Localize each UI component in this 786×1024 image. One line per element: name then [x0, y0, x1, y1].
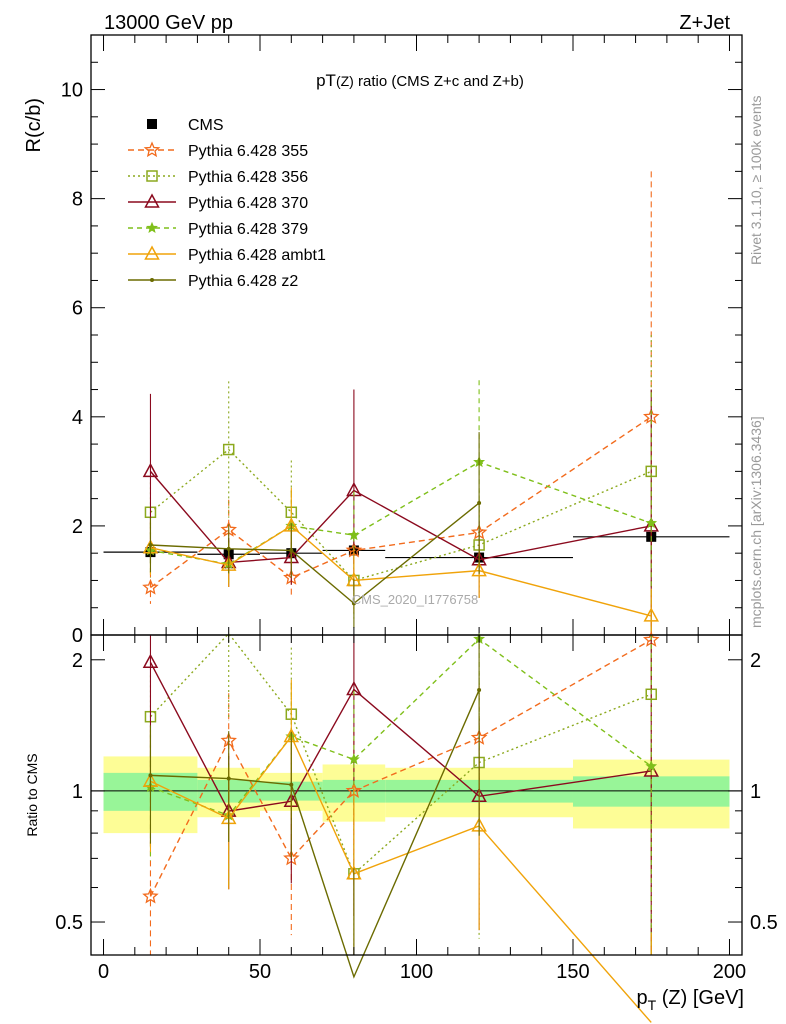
main-panel: 0 2 4 6 8 10 CMS_2020_I1776758 pT(Z) ratio (C… — [23, 34, 743, 647]
legend-marker — [150, 278, 154, 282]
watermark: CMS_2020_I1776758 — [352, 592, 479, 607]
ratio-series-z2 — [148, 635, 482, 979]
data-point — [226, 546, 231, 551]
side-label-bottom: mcplots.cern.ch [arXiv:1306.3436] — [748, 416, 764, 628]
legend-item-p355: Pythia 6.428 355 — [128, 141, 308, 160]
legend-label: Pythia 6.428 356 — [188, 169, 308, 186]
legend-marker — [144, 245, 160, 260]
legend-label: Pythia 6.428 355 — [188, 143, 308, 160]
legend-label: Pythia 6.428 379 — [188, 221, 308, 238]
ratio-series-line — [149, 639, 652, 897]
ratio-data-point — [645, 760, 658, 772]
ratio-y-tick-label: 0.5 — [55, 912, 83, 934]
side-label-top: Rivet 3.1.10, ≥ 100k events — [748, 95, 764, 265]
legend-marker — [144, 193, 160, 208]
legend-marker — [146, 221, 158, 233]
series-ambt1 — [142, 487, 659, 635]
legend-label: Pythia 6.428 ambt1 — [188, 247, 326, 264]
legend-label: Pythia 6.428 370 — [188, 195, 308, 212]
ratio-y-tick-label-right: 1 — [750, 781, 761, 803]
data-point — [142, 578, 159, 595]
legend-item-p356: Pythia 6.428 356 — [128, 169, 308, 186]
ratio-data-point — [289, 782, 294, 787]
ratio-series-line — [149, 661, 652, 812]
legend-item-z2: Pythia 6.428 z2 — [128, 273, 298, 290]
y-axis-label: R(c/b) — [23, 98, 45, 152]
series-line — [149, 470, 652, 564]
y-tick-label: 0 — [72, 625, 83, 647]
data-point — [643, 607, 659, 622]
legend-item-ambt1: Pythia 6.428 ambt1 — [128, 245, 326, 264]
legend-marker — [147, 119, 157, 129]
series-line — [150, 525, 652, 617]
ratio-data-point — [347, 753, 360, 765]
data-point — [351, 601, 356, 606]
header-right: Z+Jet — [679, 12, 730, 34]
data-point — [347, 529, 360, 541]
series-line — [150, 416, 652, 589]
y-tick-label: 10 — [61, 80, 83, 102]
y-tick-label: 2 — [72, 516, 83, 538]
legend-item-p370: Pythia 6.428 370 — [128, 193, 308, 212]
legend-label: CMS — [188, 117, 224, 134]
ratio-series-line — [149, 632, 652, 875]
legend-marker — [146, 170, 158, 182]
title-main: pT — [316, 71, 336, 90]
chart-title: pT(Z) ratio (CMS Z+c and Z+b) — [316, 71, 524, 90]
x-tick-label: 100 — [400, 961, 433, 983]
ratio-y-tick-label-right: 0.5 — [750, 912, 778, 934]
data-point — [142, 462, 159, 478]
y-tick-label: 8 — [72, 189, 83, 211]
x-tick-label: 200 — [713, 961, 746, 983]
ratio-series-line — [150, 638, 652, 817]
y-tick-label: 6 — [72, 298, 83, 320]
x-axis-label: pT (Z) [GeV] — [637, 987, 744, 1013]
legend-marker — [143, 141, 161, 158]
x-label-rest: (Z) [GeV] — [656, 987, 744, 1009]
x-tick-label: 50 — [249, 961, 271, 983]
x-label-p: p — [637, 987, 648, 1009]
legend-item-p379: Pythia 6.428 379 — [128, 221, 308, 238]
ratio-series-line — [150, 735, 652, 1023]
title-sub: (Z) — [336, 73, 354, 89]
x-tick-label: 150 — [556, 961, 589, 983]
ratio-data-point — [142, 653, 159, 669]
data-point — [645, 517, 658, 529]
ratio-panel: 0.5 0.5 1 1 2 2 Ratio to CMS — [24, 631, 778, 1023]
x-label-sub: T — [648, 997, 657, 1013]
title-rest: ratio (CMS Z+c and Z+b) — [354, 73, 524, 90]
ratio-data-point — [477, 688, 482, 693]
ratio-data-point — [226, 776, 231, 781]
legend-item-cms: CMS — [147, 117, 224, 134]
ratio-data-point — [148, 773, 153, 778]
series-z2 — [148, 432, 482, 628]
series-line — [150, 448, 652, 582]
ratio-y-axis-label: Ratio to CMS — [24, 753, 40, 836]
ratio-y-tick-label-right: 2 — [750, 650, 761, 672]
ratio-data-point — [142, 887, 159, 904]
data-point — [222, 443, 235, 456]
data-point — [471, 562, 487, 577]
legend: CMS Pythia 6.428 355 Pythia 6.428 356 Pythi… — [128, 117, 326, 290]
ratio-y-tick-label: 2 — [72, 650, 83, 672]
legend-label: Pythia 6.428 z2 — [188, 273, 298, 290]
x-tick-label: 0 — [98, 961, 109, 983]
data-point — [148, 543, 153, 547]
y-tick-label: 4 — [72, 407, 83, 429]
ratio-y-tick-label: 1 — [72, 781, 83, 803]
data-point — [477, 501, 482, 505]
data-point — [289, 548, 294, 553]
header-left: 13000 GeV pp — [104, 12, 233, 34]
